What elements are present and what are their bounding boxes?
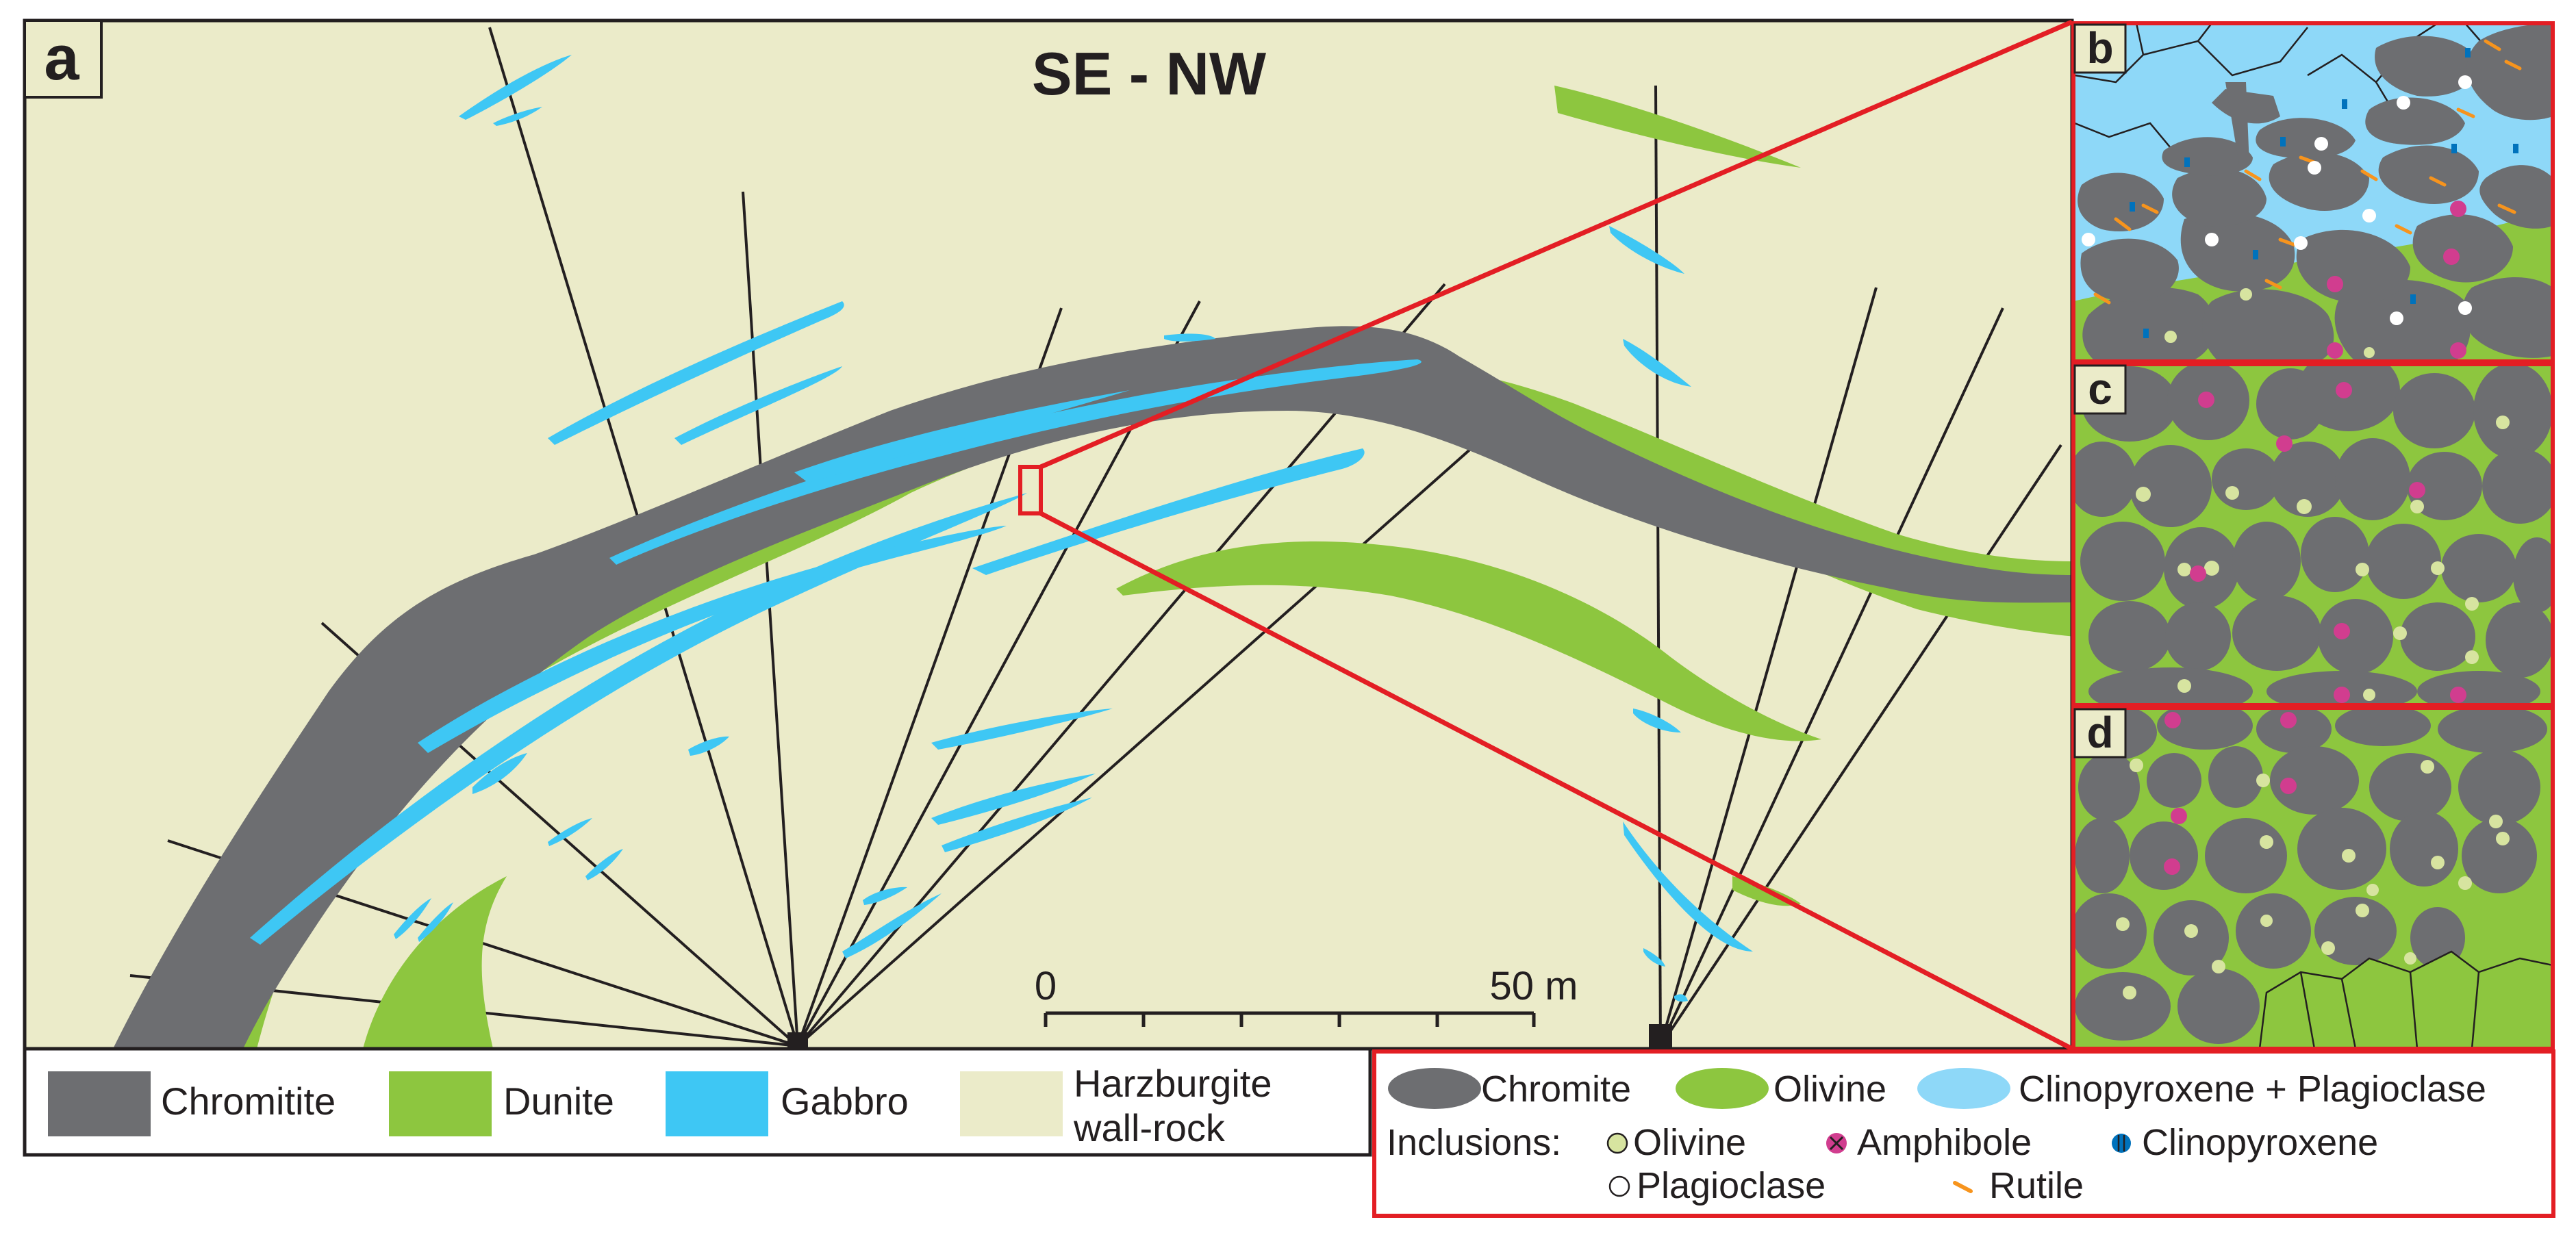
legend-map-units: Chromitite Dunite Gabbro Harzburgite wal… [23, 1047, 1372, 1157]
scale-bar-start-label: 0 [1035, 964, 1057, 1008]
plagioclase-circle-icon [1608, 1175, 1630, 1197]
panel-label-a: a [44, 23, 79, 93]
scale-bar [1044, 1011, 1536, 1027]
micrograph-panel-c: c [2071, 362, 2555, 707]
legend-swatch-olivine [1676, 1068, 1769, 1109]
dunite-lens [363, 876, 507, 1049]
legend-label-chromite: Chromite [1481, 1069, 1631, 1110]
panel-label-c: c [2088, 364, 2112, 413]
legend-swatch-dunite [389, 1071, 492, 1136]
chromitite-body [113, 326, 2072, 1049]
legend-swatch-gabbro [666, 1071, 768, 1136]
zoom-location-box [1018, 465, 1043, 515]
panel-label-box [2073, 708, 2127, 758]
amphibole-cross-icon [1826, 1133, 1847, 1153]
zoom-connector-lines [1039, 19, 2073, 1051]
gabbro-dikes [250, 55, 1753, 1002]
dunite-lens [1116, 541, 1821, 741]
legend-swatch-chromitite [48, 1071, 151, 1136]
section-orientation-title: SE - NW [1032, 40, 1266, 107]
legend-label-chromitite: Chromitite [161, 1080, 336, 1123]
panel-label-b: b [2086, 23, 2113, 73]
legend-inclusion-plagioclase: Plagioclase [1637, 1165, 1826, 1206]
olivine-dot-icon [1606, 1132, 1628, 1154]
legend-label-gabbro: Gabbro [781, 1080, 909, 1123]
geologic-map-panel-a: 0 50 m SE - NW a [23, 18, 2074, 1051]
legend-inclusion-olivine: Olivine [1633, 1122, 1746, 1163]
legend-inclusion-rutile: Rutile [1989, 1165, 2084, 1206]
micrograph-panel-b: b [2071, 21, 2555, 364]
legend-swatch-clinopyroxene-plagioclase [1917, 1068, 2010, 1109]
legend-swatch-harzburgite [960, 1071, 1063, 1136]
legend-inclusion-clinopyroxene: Clinopyroxene [2142, 1122, 2378, 1163]
panel-label-d: d [2086, 708, 2113, 757]
panel-label-box [2073, 23, 2127, 74]
legend-inclusion-amphibole: Amphibole [1857, 1122, 2032, 1163]
panel-label-box [2073, 364, 2127, 415]
drill-collar [1649, 1024, 1672, 1049]
micrograph-panel-d: d [2071, 706, 2555, 1051]
panel-label-box [23, 19, 103, 99]
legend-swatch-chromite [1388, 1068, 1481, 1109]
drill-collar [787, 1032, 808, 1049]
legend-label-harzburgite: Harzburgite [1074, 1062, 1272, 1105]
legend-label-clinopyroxene-plagioclase: Clinopyroxene + Plagioclase [2019, 1069, 2486, 1110]
legend-label-olivine: Olivine [1773, 1069, 1886, 1110]
legend-label-dunite: Dunite [503, 1080, 614, 1123]
scale-bar-end-label: 50 m [1490, 964, 1578, 1008]
clinopyroxene-bars-icon [2112, 1134, 2131, 1153]
legend-micrographs: Chromite Olivine Clinopyroxene + Plagioc… [1372, 1049, 2555, 1218]
legend-inclusions-title: Inclusions: [1387, 1122, 1561, 1163]
legend-label-wall-rock: wall-rock [1073, 1106, 1226, 1149]
dunite-lens [1554, 86, 1801, 168]
rutile-dash-icon [1953, 1181, 1973, 1193]
